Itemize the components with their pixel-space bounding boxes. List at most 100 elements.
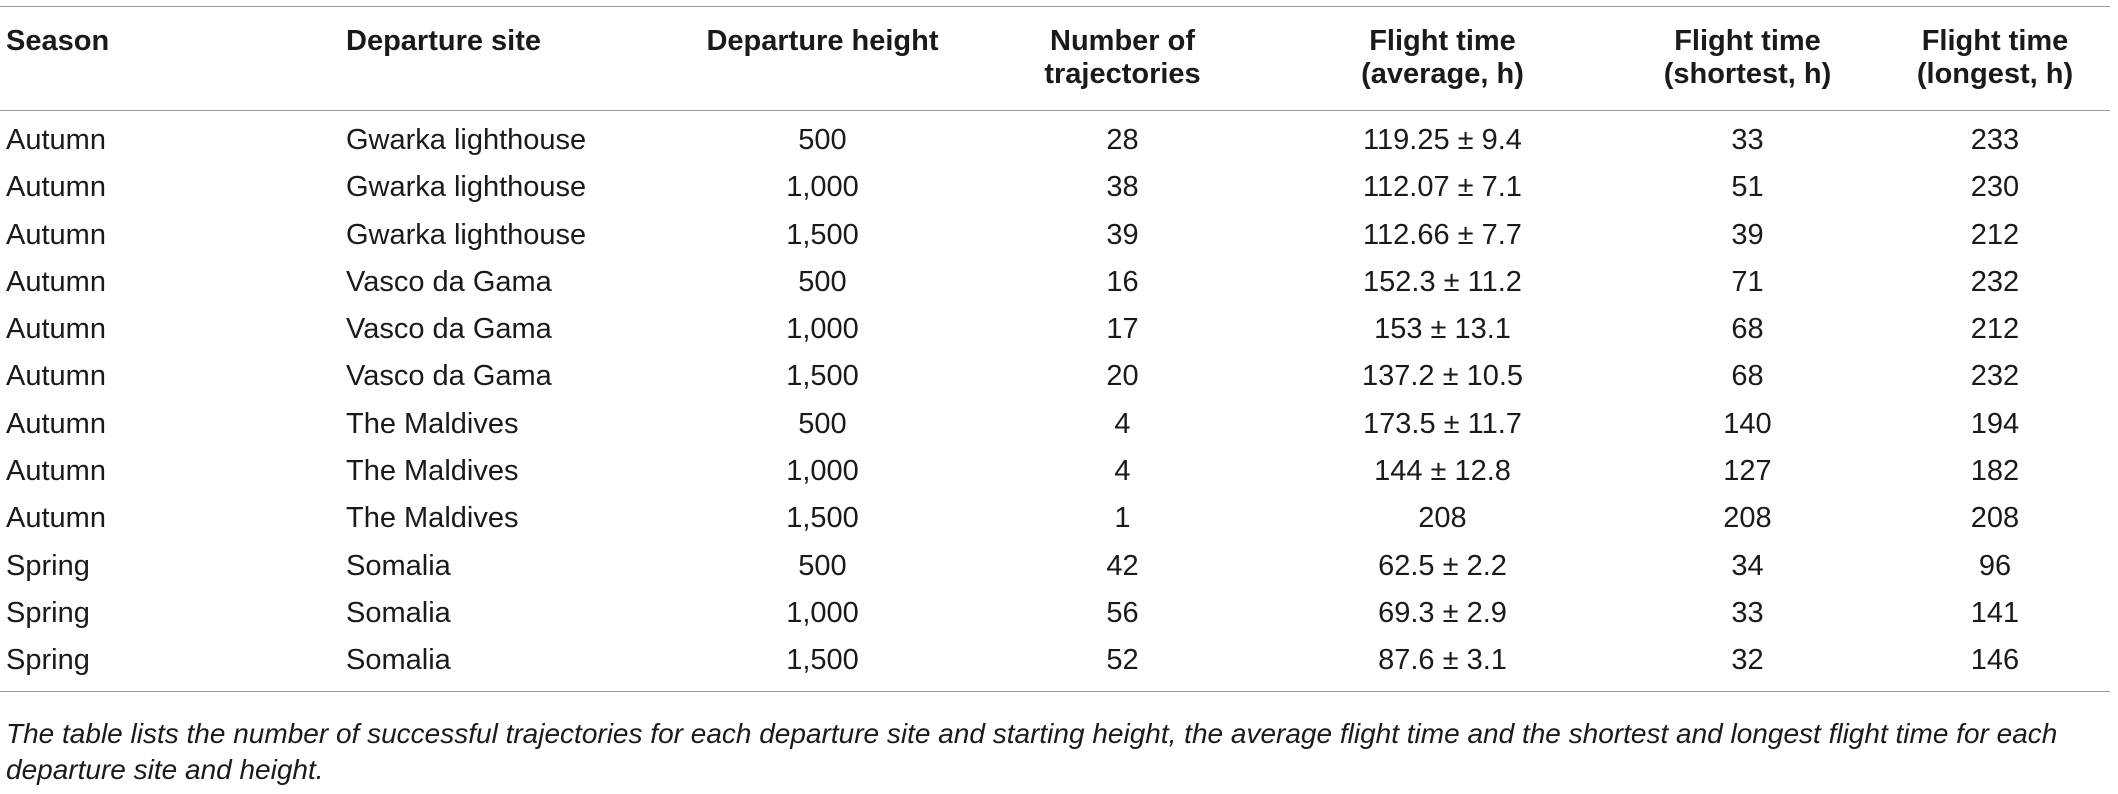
cell-flight-time-shortest: 32 bbox=[1731, 644, 1764, 677]
table-row: Spring Somalia 1,500 52 87.6 ± 3.1 32 146 bbox=[0, 637, 2110, 692]
cell-flight-time-longest: 146 bbox=[1970, 644, 2020, 677]
cell-flight-time-shortest: 208 bbox=[1723, 502, 1772, 535]
header-line: Number of bbox=[1050, 25, 1195, 57]
cell-flight-time-shortest: 127 bbox=[1723, 455, 1772, 488]
header-line: Flight time bbox=[1921, 25, 2069, 57]
header-row: Season Departure site Departure height Numb… bbox=[0, 6, 2110, 111]
cell-departure-site: Somalia bbox=[346, 644, 451, 677]
cell-departure-site: Somalia bbox=[346, 549, 451, 582]
cell-number-of-trajectories: 1 bbox=[1114, 502, 1131, 535]
cell-number-of-trajectories: 42 bbox=[1106, 549, 1139, 582]
header-line: (average, h) bbox=[1361, 58, 1524, 90]
table-row: Spring Somalia 1,000 56 69.3 ± 2.9 33 141 bbox=[0, 590, 2110, 637]
cell-departure-site: The Maldives bbox=[346, 407, 519, 440]
cell-number-of-trajectories: 4 bbox=[1114, 455, 1131, 488]
cell-flight-time-longest: 232 bbox=[1970, 360, 2020, 393]
cell-flight-time-average: 153 ± 13.1 bbox=[1374, 313, 1511, 346]
cell-flight-time-longest: 212 bbox=[1970, 313, 2020, 346]
cell-flight-time-longest: 230 bbox=[1970, 171, 2020, 204]
header-line: Departure height bbox=[706, 25, 939, 57]
header-line: Flight time bbox=[1369, 25, 1516, 57]
table-row: Autumn The Maldives 1,500 1 208 208 208 bbox=[0, 495, 2110, 542]
flight-time-table: Season Departure site Departure height Numb… bbox=[0, 6, 2110, 692]
cell-departure-height: 1,000 bbox=[786, 455, 859, 488]
cell-season: Autumn bbox=[6, 265, 106, 298]
header-line: (longest, h) bbox=[1916, 58, 2074, 90]
cell-flight-time-shortest: 68 bbox=[1731, 313, 1764, 346]
header-line: Flight time bbox=[1674, 25, 1821, 57]
table-row: Autumn Vasco da Gama 1,000 17 153 ± 13.1 68 21… bbox=[0, 306, 2110, 353]
cell-number-of-trajectories: 28 bbox=[1106, 124, 1139, 156]
cell-departure-site: Vasco da Gama bbox=[346, 265, 552, 298]
table-row: Autumn The Maldives 500 4 173.5 ± 11.7 140 194 bbox=[0, 401, 2110, 448]
cell-season: Autumn bbox=[6, 407, 106, 440]
cell-flight-time-longest: 233 bbox=[1970, 124, 2020, 156]
cell-departure-site: The Maldives bbox=[346, 455, 519, 488]
cell-flight-time-longest: 232 bbox=[1970, 265, 2020, 298]
cell-departure-site: Gwarka lighthouse bbox=[346, 171, 587, 204]
cell-flight-time-shortest: 39 bbox=[1731, 218, 1764, 251]
cell-departure-site: Somalia bbox=[346, 596, 451, 629]
table-body: Autumn Gwarka lighthouse 500 28 119.25 ± 9.4… bbox=[0, 111, 2110, 692]
cell-departure-height: 1,000 bbox=[786, 596, 859, 629]
cell-flight-time-shortest: 33 bbox=[1731, 596, 1764, 629]
cell-departure-height: 500 bbox=[798, 549, 847, 582]
cell-flight-time-shortest: 34 bbox=[1731, 549, 1764, 582]
cell-season: Spring bbox=[6, 549, 90, 582]
cell-departure-site: Gwarka lighthouse bbox=[346, 218, 587, 251]
cell-flight-time-shortest: 33 bbox=[1731, 124, 1764, 156]
cell-departure-height: 500 bbox=[798, 265, 847, 298]
header-line: Season bbox=[6, 25, 110, 57]
table-row: Autumn Gwarka lighthouse 1,000 38 112.07 ± 7… bbox=[0, 164, 2110, 211]
cell-departure-height: 1,500 bbox=[786, 644, 859, 677]
cell-departure-height: 1,500 bbox=[786, 502, 859, 535]
cell-flight-time-average: 152.3 ± 11.2 bbox=[1363, 265, 1522, 298]
cell-flight-time-longest: 141 bbox=[1970, 596, 2020, 629]
cell-number-of-trajectories: 52 bbox=[1106, 644, 1139, 677]
cell-departure-height: 500 bbox=[798, 407, 847, 440]
cell-flight-time-shortest: 140 bbox=[1723, 407, 1772, 440]
table-caption: The table lists the number of successful… bbox=[6, 718, 2058, 785]
header-line: Departure site bbox=[346, 25, 542, 57]
cell-departure-height: 1,500 bbox=[786, 218, 859, 251]
cell-number-of-trajectories: 20 bbox=[1106, 360, 1139, 393]
cell-number-of-trajectories: 39 bbox=[1106, 218, 1139, 251]
cell-flight-time-longest: 212 bbox=[1970, 218, 2020, 251]
header-season: Season bbox=[0, 7, 340, 111]
cell-number-of-trajectories: 16 bbox=[1106, 265, 1139, 298]
cell-number-of-trajectories: 4 bbox=[1114, 407, 1131, 440]
cell-flight-time-average: 137.2 ± 10.5 bbox=[1361, 360, 1524, 393]
table-row: Autumn Gwarka lighthouse 500 28 119.25 ± 9.4… bbox=[0, 111, 2110, 165]
header-line: (shortest, h) bbox=[1663, 58, 1832, 90]
cell-flight-time-average: 173.5 ± 11.7 bbox=[1363, 407, 1522, 440]
header-departure-height: Departure height bbox=[670, 7, 975, 111]
cell-flight-time-longest: 182 bbox=[1970, 455, 2020, 488]
cell-number-of-trajectories: 17 bbox=[1106, 313, 1139, 346]
cell-departure-height: 1,000 bbox=[786, 313, 859, 346]
cell-season: Autumn bbox=[6, 455, 106, 488]
cell-season: Autumn bbox=[6, 218, 106, 251]
cell-flight-time-longest: 96 bbox=[1978, 549, 2012, 582]
header-flight-time-shortest: Flight time (shortest, h) bbox=[1615, 7, 1880, 111]
table-row: Autumn Vasco da Gama 500 16 152.3 ± 11.2 71 23… bbox=[0, 259, 2110, 306]
cell-number-of-trajectories: 38 bbox=[1106, 171, 1139, 204]
cell-flight-time-longest: 208 bbox=[1970, 502, 2020, 535]
cell-season: Autumn bbox=[6, 124, 106, 156]
header-line: trajectories bbox=[1044, 58, 1201, 90]
cell-departure-height: 1,500 bbox=[786, 360, 859, 393]
cell-flight-time-average: 112.66 ± 7.7 bbox=[1363, 218, 1522, 251]
cell-season: Autumn bbox=[6, 171, 106, 204]
header-number-of-trajectories: Number of trajectories bbox=[975, 7, 1270, 111]
cell-season: Autumn bbox=[6, 313, 106, 346]
cell-flight-time-average: 69.3 ± 2.9 bbox=[1378, 596, 1507, 629]
cell-flight-time-average: 208 bbox=[1418, 502, 1467, 535]
cell-flight-time-shortest: 71 bbox=[1731, 265, 1764, 298]
cell-flight-time-average: 144 ± 12.8 bbox=[1374, 455, 1511, 488]
table-header: Season Departure site Departure height Numb… bbox=[0, 6, 2110, 111]
table-row: Autumn Gwarka lighthouse 1,500 39 112.66 ± 7… bbox=[0, 212, 2110, 259]
header-departure-site: Departure site bbox=[340, 7, 670, 111]
cell-season: Autumn bbox=[6, 360, 106, 393]
cell-flight-time-shortest: 68 bbox=[1731, 360, 1764, 393]
header-flight-time-average: Flight time (average, h) bbox=[1270, 7, 1615, 111]
